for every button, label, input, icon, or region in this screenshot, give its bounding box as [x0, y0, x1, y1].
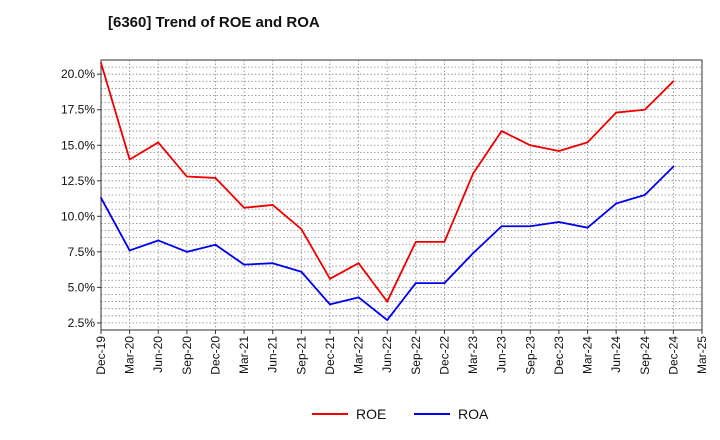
axes: 2.5% 5.0% 7.5% 10.0% 12.5% 15.0% 17.5% 20.0% Dec…: [61, 59, 709, 375]
data-point-roa: [128, 249, 131, 252]
data-point-roe: [357, 262, 360, 265]
data-point-roe: [185, 175, 188, 178]
data-point-roa: [386, 319, 389, 321]
x-tick-label: Dec-22: [437, 336, 451, 375]
x-tick-label: Sep-24: [638, 336, 652, 375]
x-tick-label: Dec-23: [552, 336, 566, 375]
data-point-roe: [615, 111, 618, 114]
data-point-roe: [386, 300, 389, 303]
data-point-roa: [100, 196, 102, 199]
data-point-roa: [243, 263, 245, 266]
x-tick-label: Mar-21: [237, 336, 251, 374]
x-tick-label: Mar-25: [695, 336, 709, 374]
data-point-roe: [300, 228, 303, 231]
data-point-roa: [329, 303, 331, 306]
data-point-roa: [529, 225, 532, 228]
x-tick-label: Mar-22: [352, 336, 366, 374]
x-tick-label: Dec-19: [94, 336, 108, 375]
y-tick-label: 15.0%: [61, 138, 95, 152]
data-point-roe: [128, 158, 131, 161]
data-point-roe: [329, 277, 331, 280]
data-point-roe: [271, 204, 274, 206]
data-point-roa: [157, 239, 160, 242]
y-tick-label: 20.0%: [61, 67, 95, 81]
data-point-roa: [615, 202, 618, 205]
x-tick-label: Jun-20: [151, 336, 165, 373]
x-tick-label: Mar-24: [581, 336, 595, 374]
legend-label-roa: ROA: [458, 406, 489, 422]
data-point-roe: [558, 150, 560, 152]
data-point-roa: [300, 270, 303, 273]
x-tick-label: Jun-24: [609, 336, 623, 373]
data-point-roe: [414, 240, 417, 243]
data-point-roa: [558, 221, 560, 223]
data-point-roe: [214, 177, 217, 179]
data-point-roe: [100, 61, 102, 64]
legend-label-roe: ROE: [356, 406, 386, 422]
data-point-roe: [672, 80, 675, 83]
x-tick-label: Jun-22: [380, 336, 394, 373]
x-tick-label: Dec-20: [208, 336, 222, 375]
data-point-roe: [157, 141, 160, 144]
data-point-roa: [472, 252, 474, 255]
x-tick-label: Jun-21: [266, 336, 280, 373]
data-point-roe: [500, 130, 503, 132]
data-point-roa: [586, 226, 589, 229]
data-point-roa: [357, 296, 360, 299]
x-tick-label: Sep-21: [294, 336, 308, 375]
data-point-roa: [500, 225, 503, 228]
series-lines: [100, 61, 675, 321]
data-point-roe: [472, 172, 474, 175]
plot-frame: [100, 59, 703, 331]
x-tick-label: Sep-22: [409, 336, 423, 375]
data-point-roa: [271, 262, 274, 265]
data-point-roe: [243, 206, 245, 209]
chart-title: [6360] Trend of ROE and ROA: [108, 14, 320, 31]
y-tick-label: 2.5%: [68, 316, 96, 330]
x-tick-label: Mar-23: [466, 336, 480, 374]
data-point-roe: [586, 141, 589, 144]
data-point-roa: [185, 250, 188, 253]
data-point-roa: [214, 243, 217, 246]
y-tick-label: 10.0%: [61, 209, 95, 223]
y-tick-label: 5.0%: [68, 280, 96, 294]
legend: ROE ROA: [312, 406, 489, 422]
data-point-roe: [529, 144, 532, 147]
x-tick-label: Jun-23: [495, 336, 509, 373]
data-point-roa: [414, 282, 417, 285]
data-point-roa: [643, 194, 646, 196]
y-tick-label: 7.5%: [68, 245, 96, 259]
y-tick-label: 17.5%: [61, 103, 95, 117]
data-point-roe: [443, 240, 446, 243]
x-tick-label: Sep-20: [180, 336, 194, 375]
y-tick-label: 12.5%: [61, 174, 95, 188]
x-tick-label: Sep-23: [523, 336, 537, 375]
data-point-roe: [643, 108, 646, 111]
data-point-roa: [672, 165, 675, 168]
x-tick-label: Dec-21: [323, 336, 337, 375]
x-tick-label: Mar-20: [123, 336, 137, 374]
data-point-roa: [443, 282, 446, 285]
x-tick-label: Dec-24: [666, 336, 680, 375]
grid: [100, 59, 703, 330]
